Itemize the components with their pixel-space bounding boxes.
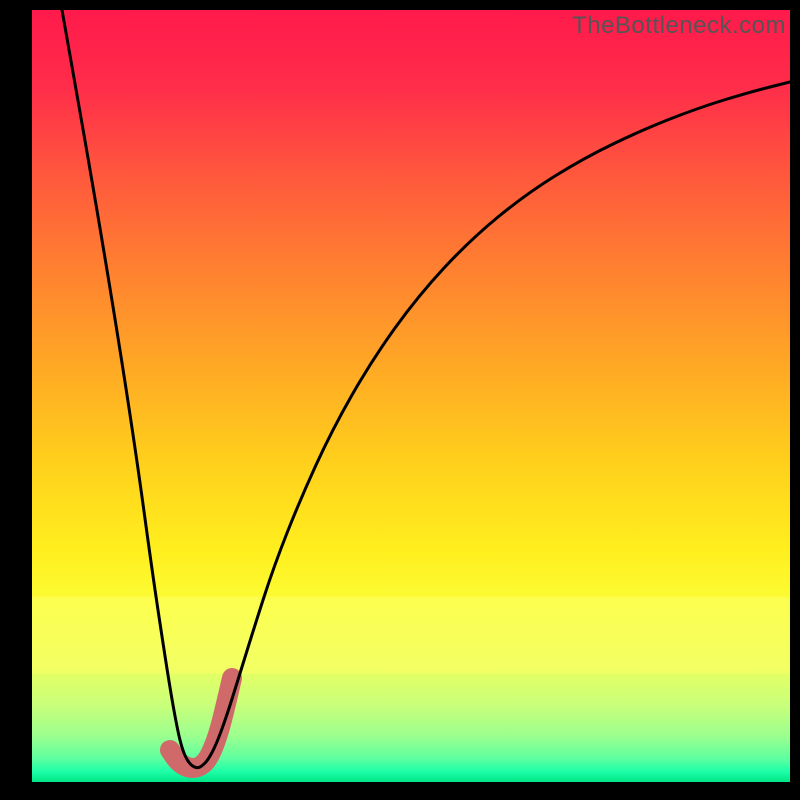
bottleneck-chart: TheBottleneck.com (0, 0, 800, 800)
bottleneck-curve (62, 10, 790, 768)
plot-area (32, 10, 790, 782)
watermark-text: TheBottleneck.com (572, 12, 786, 40)
curve-layer (32, 10, 790, 782)
